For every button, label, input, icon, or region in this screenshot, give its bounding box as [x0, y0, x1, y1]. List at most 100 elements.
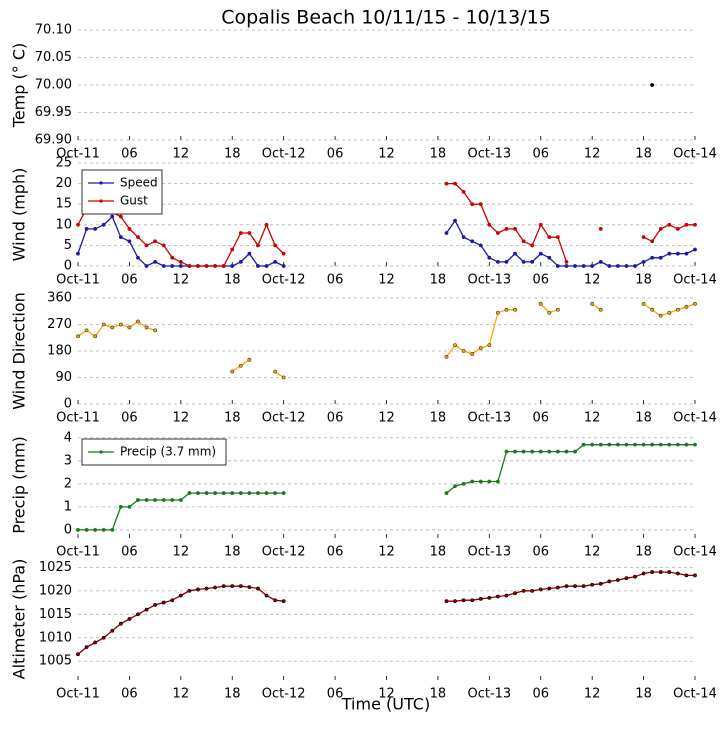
data-point: [478, 243, 483, 248]
data-point: [273, 598, 277, 603]
x-tick-label: 18: [430, 411, 447, 426]
data-point: [178, 264, 183, 268]
data-point: [633, 264, 637, 268]
data-point: [144, 607, 149, 612]
y-axis-label: Altimeter (hPa): [10, 559, 29, 680]
data-point: [521, 239, 526, 244]
data-point: [590, 442, 595, 447]
data-point: [658, 313, 663, 318]
data-point: [615, 442, 620, 447]
data-point: [487, 255, 492, 260]
data-point: [658, 442, 663, 447]
data-point: [144, 264, 149, 268]
x-tick-label: 12: [173, 545, 190, 560]
x-tick-label: Oct-13: [467, 273, 511, 288]
data-point: [264, 264, 269, 268]
data-point: [598, 581, 603, 586]
data-point: [461, 235, 466, 240]
legend-label: Speed: [120, 176, 158, 190]
data-point: [650, 307, 655, 312]
x-axis-label: Time (UTC): [341, 695, 430, 714]
data-point: [641, 442, 646, 447]
legend-marker: [99, 199, 103, 203]
x-tick-label: Oct-11: [56, 273, 100, 288]
data-point: [221, 584, 226, 589]
data-point: [136, 498, 140, 502]
x-tick-label: 06: [121, 545, 138, 560]
data-point: [530, 588, 535, 593]
x-tick-label: 18: [635, 147, 652, 162]
data-point: [118, 214, 123, 219]
data-point: [161, 243, 166, 248]
data-point: [453, 343, 457, 348]
data-point: [547, 255, 552, 260]
data-point: [461, 349, 466, 353]
data-point: [650, 442, 655, 447]
x-tick-label: Oct-13: [467, 147, 511, 162]
data-point: [93, 334, 98, 339]
legend-marker: [99, 181, 103, 185]
data-point: [504, 449, 509, 454]
data-point: [521, 259, 526, 264]
x-tick-label: 06: [532, 687, 549, 702]
data-point: [598, 307, 603, 312]
data-point: [281, 599, 286, 604]
data-point: [273, 369, 277, 374]
data-point: [461, 598, 466, 603]
data-point: [504, 227, 509, 231]
x-tick-label: Oct-14: [673, 411, 717, 426]
data-point: [615, 578, 620, 582]
data-point: [470, 479, 475, 484]
x-tick-label: 12: [584, 545, 601, 560]
data-point: [478, 346, 483, 350]
data-point: [607, 579, 612, 584]
x-tick-label: Oct-14: [673, 545, 717, 560]
data-point: [118, 322, 123, 327]
data-point: [641, 301, 646, 306]
data-point: [76, 652, 80, 657]
data-point: [547, 449, 552, 454]
data-point: [590, 264, 595, 268]
x-tick-label: 18: [224, 273, 241, 288]
y-tick-label: 70.10: [35, 23, 72, 38]
data-point: [538, 301, 543, 306]
y-tick-label: 1010: [39, 630, 72, 645]
y-tick-label: 1020: [39, 583, 72, 598]
data-point: [153, 498, 158, 502]
x-tick-label: 12: [584, 273, 601, 288]
data-point: [170, 598, 175, 603]
y-tick-label: 25: [55, 156, 72, 171]
x-tick-label: Oct-13: [467, 411, 511, 426]
data-point: [256, 586, 260, 591]
data-point: [667, 442, 672, 447]
x-tick-label: 12: [173, 411, 190, 426]
data-point: [136, 612, 140, 617]
x-tick-label: 06: [121, 147, 138, 162]
x-tick-label: 06: [121, 411, 138, 426]
y-tick-label: 270: [47, 317, 72, 332]
data-point: [213, 491, 218, 495]
data-point: [153, 239, 158, 244]
data-point: [675, 227, 680, 231]
data-point: [264, 222, 269, 227]
y-tick-label: 0: [64, 259, 72, 274]
data-point: [144, 243, 149, 248]
data-point: [101, 635, 106, 640]
data-point: [504, 307, 509, 312]
x-tick-label: 06: [121, 687, 138, 702]
x-tick-label: 06: [532, 411, 549, 426]
y-tick-label: 90: [55, 370, 72, 385]
data-point: [693, 247, 697, 252]
data-point: [555, 307, 560, 312]
data-point: [127, 325, 132, 330]
data-point: [598, 227, 603, 231]
data-point: [513, 227, 517, 231]
x-tick-label: 06: [327, 545, 344, 560]
data-point: [178, 593, 183, 598]
data-point: [581, 584, 586, 589]
x-tick-label: Oct-11: [56, 411, 100, 426]
data-point: [76, 334, 80, 339]
y-tick-label: 20: [55, 176, 72, 191]
data-point: [658, 227, 663, 231]
